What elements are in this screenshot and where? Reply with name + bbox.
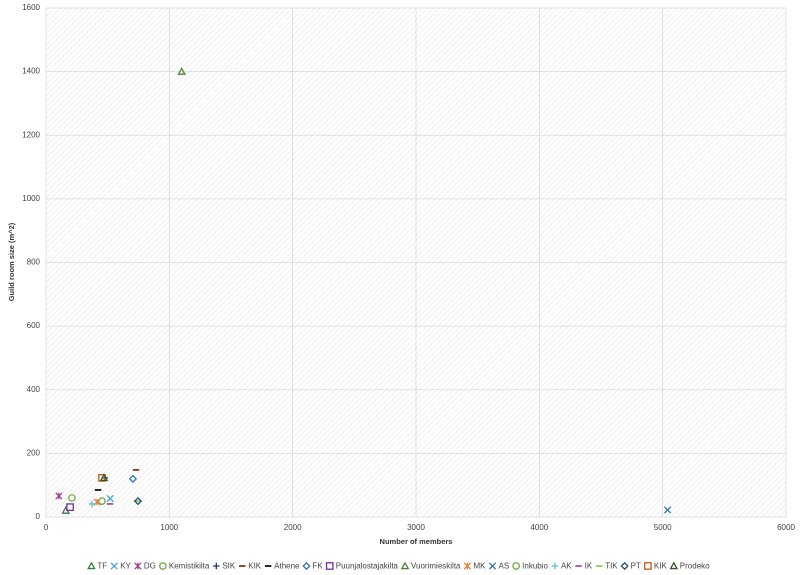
y-tick-label: 1600 xyxy=(22,3,40,12)
marker xyxy=(575,565,582,567)
marker xyxy=(134,562,142,570)
legend-item: SIK xyxy=(213,562,236,571)
legend-item: Puunjalostajakilta xyxy=(325,562,399,571)
marker xyxy=(132,469,140,471)
marker xyxy=(66,503,74,511)
marker xyxy=(128,474,138,483)
marker xyxy=(463,562,472,570)
legend-label: PT xyxy=(631,562,641,571)
marker xyxy=(98,497,106,505)
legend-label: AK xyxy=(561,562,572,571)
marker xyxy=(133,500,141,502)
legend-item: KIK xyxy=(239,562,262,571)
marker xyxy=(106,503,114,505)
marker xyxy=(133,496,143,506)
legend-item: Prodeko xyxy=(669,561,710,571)
marker xyxy=(159,562,167,570)
legend-label: TF xyxy=(97,562,107,571)
marker xyxy=(68,494,76,502)
marker xyxy=(400,561,410,570)
marker xyxy=(264,565,272,567)
legend-label: DG xyxy=(144,562,156,571)
x-tick-label: 2000 xyxy=(284,523,302,532)
legend-label: KIK xyxy=(654,562,668,571)
marker xyxy=(644,562,652,570)
marker xyxy=(512,562,521,570)
legend-label: MK xyxy=(473,562,486,571)
marker xyxy=(55,492,63,500)
marker xyxy=(87,561,96,570)
marker xyxy=(325,562,334,570)
legend-item: FK xyxy=(302,561,323,571)
legend: TF KY DG Kemistikilta SIK KIK Athene FK Puunjalo… xyxy=(87,561,710,571)
y-tick-label: 400 xyxy=(27,385,41,394)
marker xyxy=(663,506,672,514)
legend-label: IK xyxy=(585,562,593,571)
marker xyxy=(595,565,603,567)
x-tick-label: 3000 xyxy=(407,523,425,532)
x-tick-label: 5000 xyxy=(654,523,672,532)
x-tick-label: 4000 xyxy=(530,523,548,532)
legend-item: MK xyxy=(463,562,486,571)
legend-label: KY xyxy=(120,562,131,571)
legend-label: SIK xyxy=(222,562,236,571)
marker xyxy=(110,562,118,570)
x-axis-title: Number of members xyxy=(380,537,453,546)
legend-item: AK xyxy=(551,562,572,571)
legend-item: AS xyxy=(488,562,509,571)
legend-item: TIK xyxy=(595,562,618,571)
legend-label: Prodeko xyxy=(680,562,710,571)
y-tick-label: 800 xyxy=(27,258,41,267)
marker xyxy=(669,561,679,570)
y-tick-label: 600 xyxy=(27,321,41,330)
y-tick-label: 200 xyxy=(27,448,41,457)
marker xyxy=(302,561,311,571)
legend-label: Vuorimieskilta xyxy=(411,562,461,571)
y-axis-title: Guild room size (m^2) xyxy=(7,222,16,301)
legend-label: Puunjalostajakilta xyxy=(336,562,399,571)
legend-label: TIK xyxy=(605,562,618,571)
marker xyxy=(488,562,497,570)
marker xyxy=(99,473,109,482)
legend-item: IK xyxy=(575,562,593,571)
legend-item: Athene xyxy=(264,562,300,571)
legend-item: TF xyxy=(87,561,107,571)
y-tick-label: 0 xyxy=(36,512,41,521)
marker xyxy=(213,562,220,570)
marker xyxy=(551,562,559,570)
marker xyxy=(106,494,114,503)
y-tick-label: 1000 xyxy=(22,194,40,203)
legend-label: Inkubio xyxy=(522,562,548,571)
legend-item: PT xyxy=(620,561,641,571)
legend-label: FK xyxy=(312,562,323,571)
legend-item: Kemistikilta xyxy=(159,562,210,571)
legend-label: Athene xyxy=(274,562,300,571)
legend-item: KY xyxy=(110,562,132,571)
legend-label: Kemistikilta xyxy=(169,562,210,571)
legend-label: KIK xyxy=(248,562,262,571)
y-tick-label: 1400 xyxy=(22,67,40,76)
legend-item: Inkubio xyxy=(512,562,549,571)
marker xyxy=(94,489,102,491)
legend-item: KIK xyxy=(644,562,668,571)
x-tick-label: 0 xyxy=(44,523,49,532)
x-tick-label: 1000 xyxy=(160,523,178,532)
legend-item: Vuorimieskilta xyxy=(400,561,461,571)
marker xyxy=(620,561,629,571)
marker xyxy=(239,565,246,567)
legend-item: DG xyxy=(134,562,156,571)
y-tick-label: 1200 xyxy=(22,130,40,139)
legend-label: AS xyxy=(498,562,509,571)
x-tick-label: 6000 xyxy=(777,523,795,532)
marker xyxy=(88,500,96,508)
marker xyxy=(177,67,186,75)
